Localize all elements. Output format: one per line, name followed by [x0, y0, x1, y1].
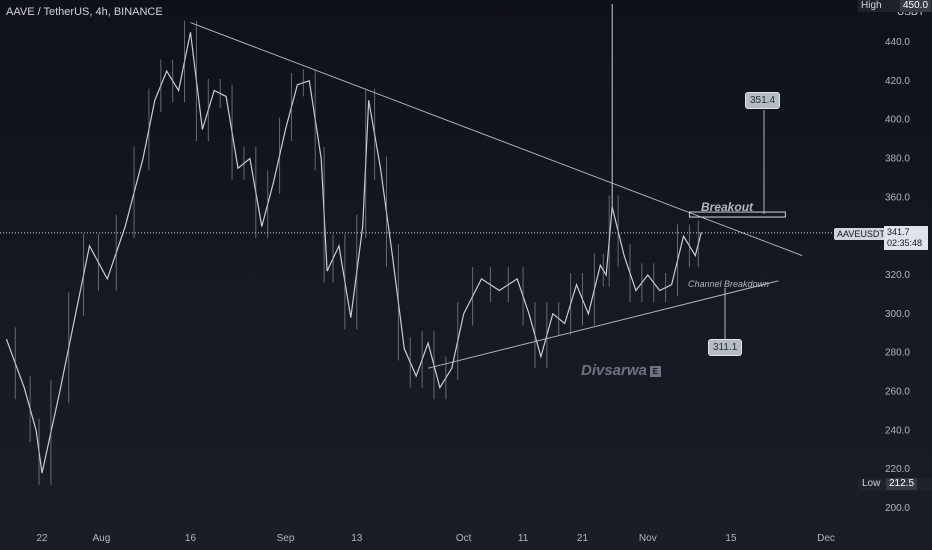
breakout-annotation[interactable]: Breakout	[701, 200, 754, 214]
time-tick-label: 16	[185, 533, 197, 544]
time-tick-label: Oct	[456, 533, 472, 544]
price-axis[interactable]: 200.0220.0240.0260.0280.0300.0320.0340.0…	[885, 37, 910, 514]
low-value: 212.5	[886, 478, 918, 490]
time-tick-label: 22	[36, 533, 48, 544]
price-tick-label: 240.0	[885, 425, 910, 436]
trendlines[interactable]	[190, 22, 803, 369]
author-watermark: Divsarwa E	[581, 362, 661, 379]
channel-breakdown-annotation[interactable]: Channel Breakdown	[688, 279, 770, 289]
price-tick-label: 420.0	[885, 76, 910, 87]
price-tick-label: 320.0	[885, 270, 910, 281]
high-value: 450.0	[900, 0, 932, 12]
time-tick-label: 21	[577, 533, 589, 544]
target-high-callout[interactable]: 351.4	[745, 92, 781, 109]
time-tick-label: 13	[351, 533, 363, 544]
price-tick-label: 280.0	[885, 348, 910, 359]
current-symbol-tag: AAVEUSDT	[834, 228, 888, 240]
price-tick-label: 440.0	[885, 37, 910, 48]
trendline	[190, 22, 803, 257]
time-tick-label: 11	[518, 533, 529, 544]
price-tick-label: 220.0	[885, 464, 910, 475]
price-tick-label: 260.0	[885, 387, 910, 398]
current-price-tag: 341.7 02:35:48	[884, 226, 928, 250]
price-tick-label: 200.0	[885, 503, 910, 514]
tradingview-idea-icon: E	[649, 366, 661, 377]
price-wicks	[14, 4, 699, 485]
target-low-callout[interactable]: 311.1	[708, 339, 743, 356]
price-tick-label: 380.0	[885, 154, 910, 165]
level-markers	[0, 4, 860, 485]
time-tick-label: Aug	[92, 533, 110, 544]
low-badge: Low 212.5	[858, 478, 932, 491]
time-tick-label: Nov	[639, 533, 657, 544]
candle-countdown: 02:35:48	[887, 238, 923, 248]
high-badge: High 450.0	[858, 0, 932, 12]
breakout-box	[688, 211, 786, 218]
price-tick-label: 400.0	[885, 115, 910, 126]
time-tick-label: Sep	[277, 533, 295, 544]
low-label: Low	[862, 478, 881, 489]
price-unit-label: USDT	[897, 7, 925, 18]
time-tick-label: Dec	[817, 533, 835, 544]
watermark-text: Divsarwa	[581, 362, 647, 379]
high-label: High	[861, 0, 882, 11]
current-price-value: 341.7	[887, 227, 910, 237]
trendline	[427, 280, 779, 369]
price-series-line	[5, 32, 702, 474]
price-tick-label: 360.0	[885, 192, 910, 203]
symbol-title[interactable]: AAVE / TetherUS, 4h, BINANCE	[6, 6, 163, 18]
time-tick-label: 15	[725, 533, 737, 544]
price-tick-label: 300.0	[885, 309, 910, 320]
time-axis[interactable]: 22 Aug 16 Sep 13 Oct 11 21 Nov 15 Dec	[36, 533, 834, 544]
